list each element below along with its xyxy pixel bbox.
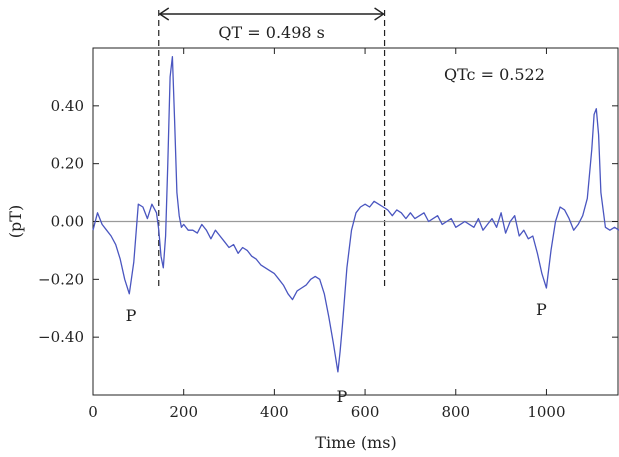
- x-tick-label: 200: [169, 403, 198, 421]
- x-tick-label: 400: [260, 403, 289, 421]
- y-tick-label: 0.20: [51, 155, 84, 173]
- x-tick-label: 0: [88, 403, 98, 421]
- x-tick-label: 800: [441, 403, 470, 421]
- y-tick-label: 0.00: [51, 213, 84, 231]
- x-axis-title: Time (ms): [315, 433, 396, 452]
- p-wave-label: P: [536, 300, 547, 319]
- x-tick-label: 600: [351, 403, 380, 421]
- qtc-annotation-label: QTc = 0.522: [444, 65, 545, 84]
- qt-arrow-head-left: [158, 7, 170, 21]
- x-tick-label: 1000: [527, 403, 565, 421]
- p-wave-label: P: [336, 387, 347, 406]
- signal-trace: [92, 56, 619, 373]
- qt-arrow-head-right: [374, 7, 385, 21]
- annotation-layer: QT = 0.498 s QTc = 0.522 P P P: [126, 7, 547, 406]
- y-tick-label: −0.40: [38, 328, 84, 346]
- y-tick-label: 0.40: [51, 97, 84, 115]
- y-tick-label: −0.20: [38, 270, 84, 288]
- qt-annotation-label: QT = 0.498 s: [218, 23, 324, 42]
- p-wave-label: P: [126, 306, 137, 325]
- y-axis-title: (pT): [6, 205, 25, 238]
